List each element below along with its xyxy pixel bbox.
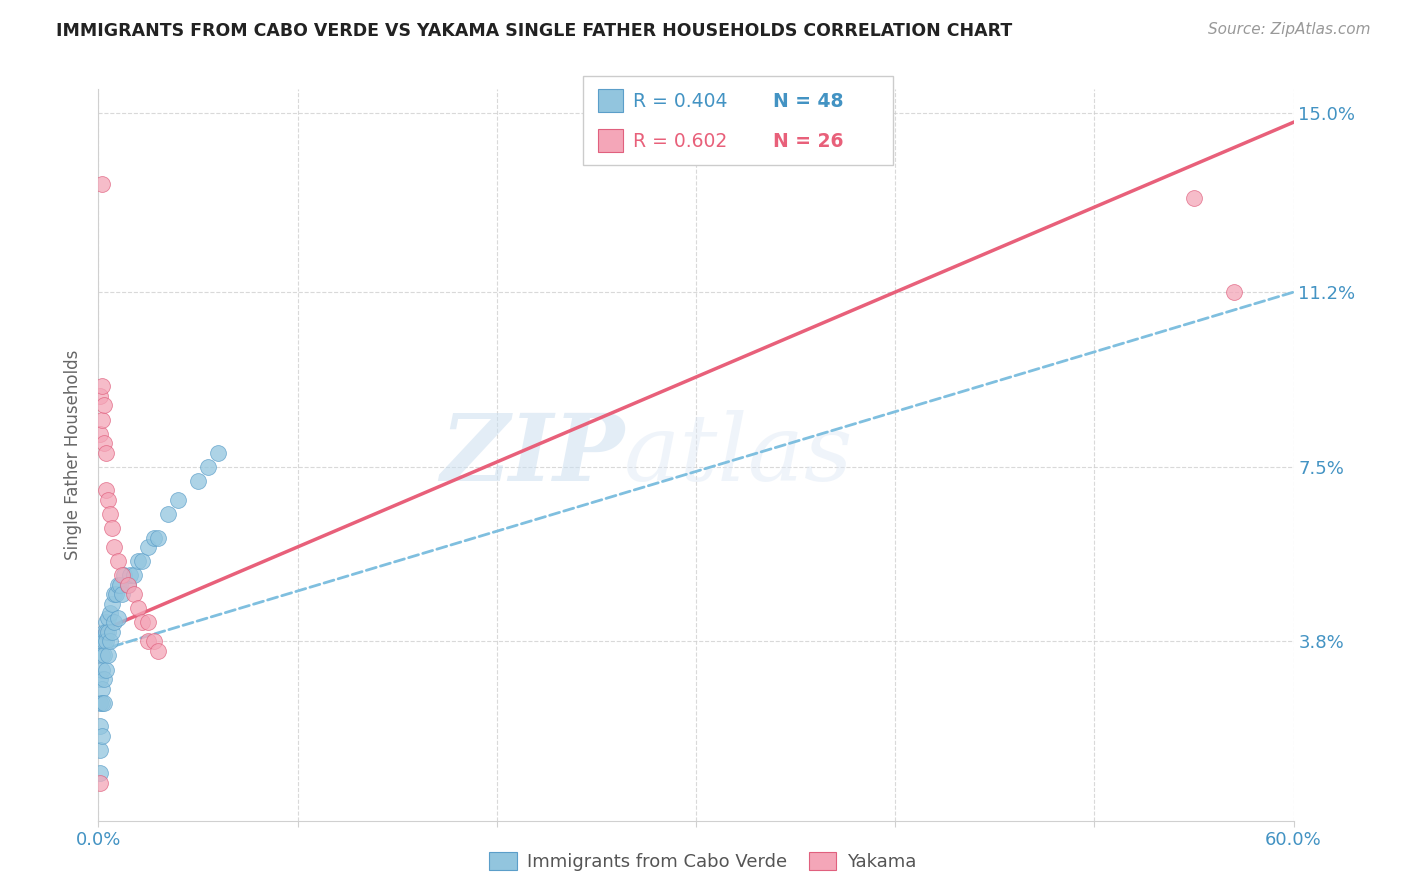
Point	[112, 568, 135, 582]
Point	[96, 634, 118, 648]
Point	[91, 634, 114, 648]
Point	[187, 474, 209, 488]
Point	[89, 776, 111, 790]
Point	[96, 445, 118, 459]
Point	[97, 648, 120, 663]
Point	[91, 379, 114, 393]
Y-axis label: Single Father Households: Single Father Households	[65, 350, 83, 560]
Point	[131, 615, 153, 630]
Point	[96, 624, 118, 639]
Point	[111, 568, 134, 582]
Point	[91, 177, 114, 191]
Point	[93, 648, 115, 663]
Point	[101, 597, 124, 611]
Point	[103, 615, 125, 630]
Text: atlas: atlas	[624, 410, 853, 500]
Point	[103, 587, 125, 601]
Point	[157, 507, 180, 521]
Point	[89, 766, 111, 780]
Point	[89, 389, 111, 403]
Point	[103, 540, 125, 554]
Point	[143, 531, 166, 545]
Point	[91, 412, 114, 426]
Point	[89, 696, 111, 710]
Point	[101, 521, 124, 535]
Point	[1182, 191, 1205, 205]
Point	[91, 729, 114, 743]
Point	[89, 426, 111, 441]
Point	[136, 615, 159, 630]
Text: Source: ZipAtlas.com: Source: ZipAtlas.com	[1208, 22, 1371, 37]
Point	[96, 615, 118, 630]
Point	[91, 648, 114, 663]
Point	[91, 663, 114, 677]
Point	[89, 672, 111, 686]
Point	[91, 696, 114, 710]
Point	[93, 398, 115, 412]
Point	[117, 577, 139, 591]
Legend: Immigrants from Cabo Verde, Yakama: Immigrants from Cabo Verde, Yakama	[482, 846, 924, 879]
Point	[110, 577, 132, 591]
Point	[127, 554, 149, 568]
Point	[124, 568, 146, 582]
Point	[117, 577, 139, 591]
Text: ZIP: ZIP	[440, 410, 624, 500]
Point	[131, 554, 153, 568]
Text: IMMIGRANTS FROM CABO VERDE VS YAKAMA SINGLE FATHER HOUSEHOLDS CORRELATION CHART: IMMIGRANTS FROM CABO VERDE VS YAKAMA SIN…	[56, 22, 1012, 40]
Point	[197, 459, 219, 474]
Point	[89, 743, 111, 757]
Point	[98, 507, 122, 521]
Point	[93, 436, 115, 450]
Text: N = 48: N = 48	[773, 92, 844, 112]
Point	[93, 624, 115, 639]
Text: R = 0.602: R = 0.602	[633, 132, 727, 152]
Point	[97, 624, 120, 639]
Point	[107, 554, 129, 568]
Point	[91, 681, 114, 696]
Point	[120, 568, 142, 582]
Point	[167, 492, 190, 507]
Text: R = 0.404: R = 0.404	[633, 92, 727, 112]
Point	[207, 445, 229, 459]
Point	[111, 587, 134, 601]
Point	[105, 587, 128, 601]
Point	[143, 634, 166, 648]
Point	[101, 624, 124, 639]
Point	[107, 611, 129, 625]
Point	[96, 663, 118, 677]
Point	[93, 696, 115, 710]
Point	[93, 634, 115, 648]
Point	[127, 601, 149, 615]
Point	[148, 531, 170, 545]
Text: N = 26: N = 26	[773, 132, 844, 152]
Point	[98, 606, 122, 620]
Point	[148, 644, 170, 658]
Point	[97, 492, 120, 507]
Point	[136, 634, 159, 648]
Point	[93, 672, 115, 686]
Point	[89, 719, 111, 733]
Point	[98, 634, 122, 648]
Point	[97, 611, 120, 625]
Point	[136, 540, 159, 554]
Point	[124, 587, 146, 601]
Point	[1223, 285, 1246, 299]
Point	[96, 483, 118, 498]
Point	[107, 577, 129, 591]
